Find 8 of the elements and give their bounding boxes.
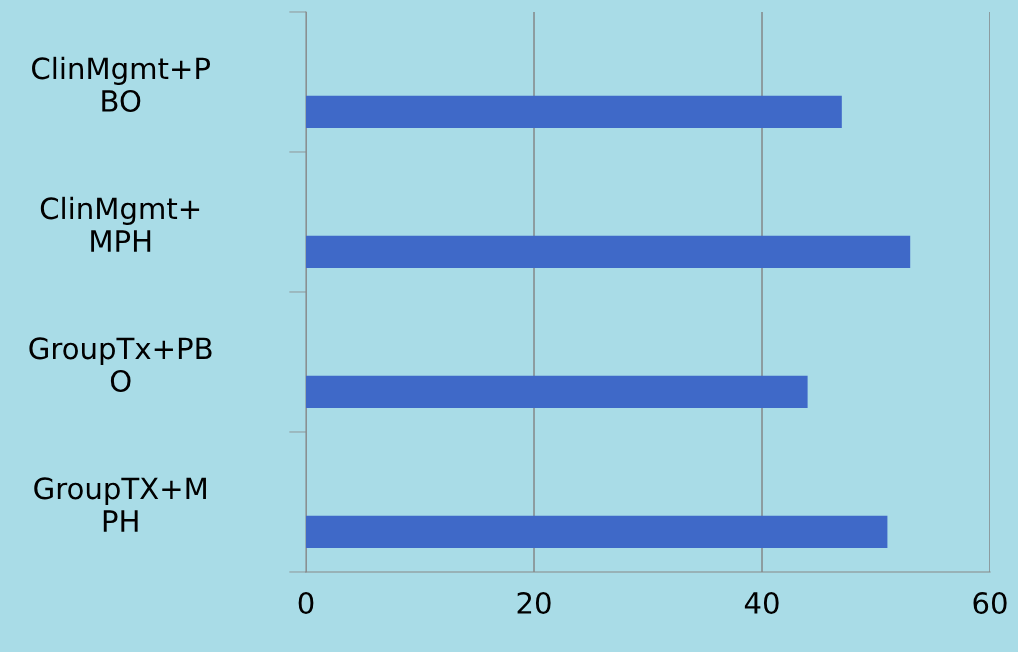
x-tick-label: 40: [744, 591, 779, 615]
y-tick-label: ClinMgmt+P BO: [32, 56, 211, 113]
x-tick-label: 20: [517, 591, 551, 615]
x-tick-label: 0: [298, 591, 314, 615]
y-tick-label: ClinMgmt+ MPH: [40, 196, 200, 252]
y-tick-label: GroupTx+PB O: [29, 337, 212, 393]
y-tick-label: GroupTX+M PH: [34, 477, 206, 532]
x-tick-label: 60: [973, 591, 1007, 615]
